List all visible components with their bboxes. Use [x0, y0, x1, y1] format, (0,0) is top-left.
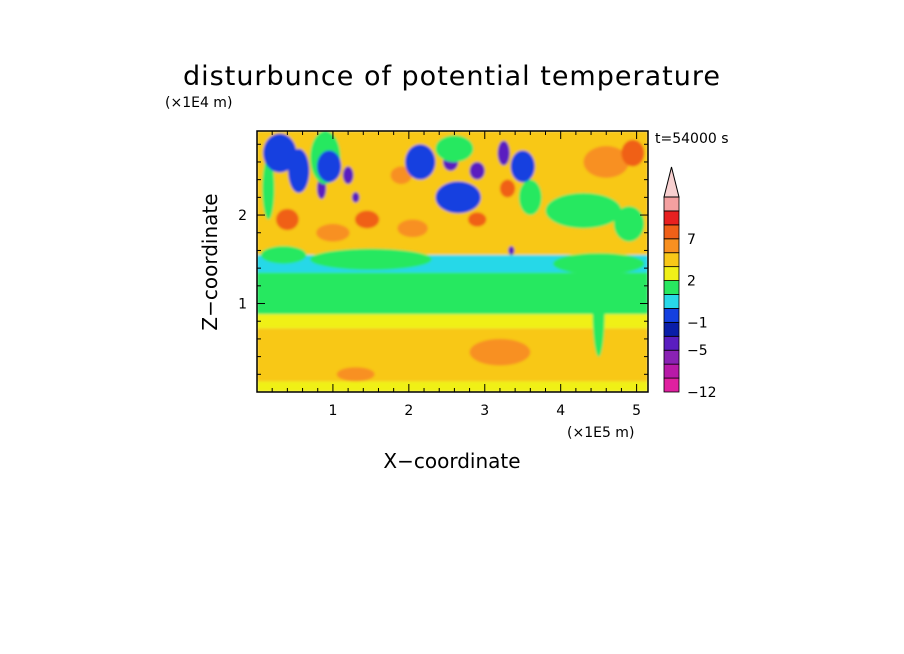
x-tick-label-3: 4: [556, 403, 565, 419]
colorbar-segment-3: [663, 335, 680, 351]
contour-feature-22: [316, 223, 350, 242]
colorbar-label-4: −12: [687, 385, 717, 401]
contour-feature-25: [553, 253, 645, 275]
x-tick-label-0: 1: [328, 403, 337, 419]
contour-feature-23: [260, 246, 307, 264]
contour-feature-9: [469, 161, 485, 180]
colorbar: 7 2 −1 −5 −12: [663, 166, 717, 401]
chart-title: disturbunce of potential temperature: [183, 61, 721, 92]
contour-feature-17: [583, 146, 630, 178]
plot-frame: [256, 130, 649, 393]
y-tick-label-0: 1: [238, 297, 247, 313]
x-unit-label: (×1E5 m): [567, 425, 634, 441]
contour-field: [257, 131, 648, 392]
x-axis-label: X−coordinate: [383, 449, 520, 473]
contour-feature-32: [263, 133, 297, 173]
contour-band-2: [257, 314, 648, 329]
colorbar-label-2: −1: [687, 315, 708, 331]
contour-feature-28: [262, 157, 275, 220]
contour-feature-15: [468, 212, 487, 227]
contour-feature-14: [354, 210, 380, 229]
colorbar-segment-11: [663, 224, 680, 240]
contour-feature-5: [351, 192, 360, 203]
colorbar-segment-1: [663, 363, 680, 379]
contour-feature-31: [518, 179, 542, 216]
colorbar-segment-0: [663, 377, 680, 393]
y-tick-label-1: 2: [238, 208, 247, 224]
colorbar-segment-2: [663, 349, 680, 365]
contour-plot-area: [257, 131, 648, 392]
colorbar-segment-9: [663, 252, 680, 268]
x-tick-label-1: 2: [404, 403, 413, 419]
contour-band-1: [257, 328, 648, 382]
contour-feature-21: [397, 219, 428, 238]
x-axis: 1 2 3 4 5: [271, 131, 641, 419]
y-axis-label: Z−coordinate: [198, 193, 222, 330]
colorbar-segment-4: [663, 321, 680, 337]
contour-feature-16: [499, 179, 516, 198]
colorbar-segment-10: [663, 238, 680, 254]
colorbar-extend-arrow: [663, 166, 680, 198]
colorbar-segment-6: [663, 294, 680, 309]
contour-feature-19: [275, 208, 299, 231]
colorbar-segment-8: [663, 266, 680, 281]
contour-band-0: [257, 381, 648, 392]
contour-feature-27: [613, 206, 645, 242]
contour-feature-20: [390, 166, 412, 185]
contour-feature-13: [508, 246, 515, 255]
contour-feature-26: [545, 192, 622, 229]
contour-feature-40: [469, 338, 531, 366]
contour-band-3: [257, 272, 648, 315]
contour-feature-39: [336, 367, 375, 382]
colorbar-label-0: 7: [687, 232, 696, 248]
colorbar-label-1: 2: [687, 274, 696, 290]
contour-feature-38: [592, 268, 605, 357]
colorbar-label-3: −5: [687, 343, 708, 359]
time-label: t=54000 s: [655, 131, 729, 147]
x-tick-label-2: 3: [480, 403, 489, 419]
colorbar-segment-12: [663, 210, 680, 226]
contour-feature-37: [316, 150, 342, 183]
y-axis: 12: [238, 143, 648, 375]
contour-feature-24: [310, 248, 432, 270]
contour-feature-18: [621, 139, 645, 167]
contour-feature-33: [288, 148, 310, 193]
colorbar-segment-13: [663, 196, 680, 212]
contour-feature-4: [342, 166, 354, 185]
colorbar-segment-5: [663, 308, 680, 323]
contour-feature-36: [510, 150, 535, 183]
x-tick-label-4: 5: [632, 403, 641, 419]
colorbar-segment-7: [663, 280, 680, 295]
y-unit-label: (×1E4 m): [165, 95, 232, 111]
contour-feature-10: [497, 140, 510, 166]
contour-feature-34: [405, 144, 436, 180]
contour-feature-35: [435, 181, 481, 214]
contour-feature-30: [435, 135, 474, 162]
